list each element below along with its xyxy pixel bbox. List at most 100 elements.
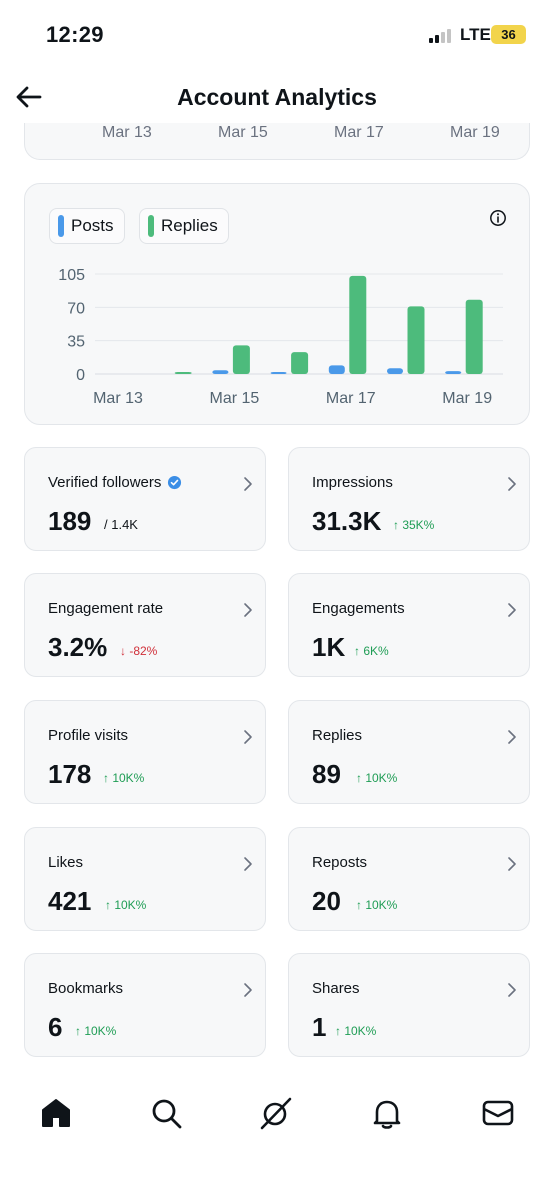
tab-search[interactable] (148, 1095, 184, 1131)
chevron-right-icon (508, 983, 516, 997)
network-label: LTE (460, 25, 491, 44)
y-tick-label: 70 (67, 300, 85, 317)
legend-label: Replies (161, 216, 218, 235)
stat-change: ↑ 10K% (103, 771, 145, 785)
stat-value: 178 (48, 759, 92, 789)
grok-icon (260, 1097, 292, 1130)
legend-replies[interactable]: Replies (139, 208, 229, 244)
stat-card-bookmarks[interactable]: Bookmarks 6 ↑ 10K% (24, 953, 266, 1057)
tab-messages[interactable] (480, 1095, 516, 1131)
stat-change: ↓ -82% (120, 644, 158, 658)
stat-change: ↑ 10K% (356, 898, 398, 912)
header-background (0, 70, 554, 123)
stat-value: 6 (48, 1012, 63, 1042)
top-chart-dates: Mar 13 Mar 15 Mar 17 Mar 19 (24, 124, 530, 144)
stat-label: Profile visits (48, 727, 128, 744)
stat-card-replies[interactable]: Replies 89 ↑ 10K% (288, 700, 530, 804)
tab-home[interactable] (38, 1095, 74, 1131)
stat-label: Likes (48, 854, 83, 871)
chevron-right-icon (508, 730, 516, 744)
bar-replies-mar-17 (349, 275, 367, 374)
search-icon (152, 1099, 182, 1129)
tab-grok[interactable] (258, 1095, 294, 1131)
stat-label-text: Engagements (312, 600, 405, 617)
stat-label-text: Verified followers (48, 474, 162, 491)
signal-icon (429, 29, 455, 43)
stat-label-text: Replies (312, 727, 363, 744)
status-time: 12:29 (46, 22, 104, 47)
stat-label: Bookmarks (48, 980, 123, 997)
tab-notifications[interactable] (369, 1095, 405, 1131)
stat-change: ↑ 10K% (356, 771, 398, 785)
bar-posts-mar-18 (387, 368, 403, 374)
y-tick-label: 0 (76, 367, 85, 384)
legend-posts[interactable]: Posts (49, 208, 125, 244)
stat-label: Engagements (312, 600, 405, 617)
stat-label: Shares (312, 980, 360, 997)
stat-label: Verified followers (48, 474, 182, 491)
chevron-right-icon (508, 477, 516, 491)
stat-change: ↑ 10K% (105, 898, 147, 912)
stat-value: 1 (312, 1012, 327, 1042)
top-date-label: Mar 17 (334, 124, 384, 141)
legend-swatch-posts (58, 215, 64, 237)
page-title: Account Analytics (177, 84, 377, 110)
bottom-tab-bar (0, 1085, 554, 1145)
info-icon[interactable] (489, 209, 507, 227)
bar-replies-mar-14 (174, 372, 192, 374)
bar-posts-mar-15 (212, 370, 229, 374)
stat-value: 189 (48, 506, 92, 536)
battery-icon: 36 (491, 25, 526, 44)
chevron-right-icon (508, 603, 516, 617)
bar-replies-mar-16 (291, 352, 309, 374)
stat-card-shares[interactable]: Shares 1 ↑ 10K% (288, 953, 530, 1057)
stat-value: 1K (312, 632, 346, 662)
stat-card-likes[interactable]: Likes 421 ↑ 10K% (24, 827, 266, 931)
chevron-right-icon (244, 477, 252, 491)
bar-posts-mar-16 (270, 372, 287, 374)
stat-label-text: Impressions (312, 474, 393, 491)
stat-label-text: Shares (312, 980, 360, 997)
top-date-label: Mar 19 (450, 124, 500, 141)
stat-card-impressions[interactable]: Impressions 31.3K ↑ 35K% (288, 447, 530, 551)
status-bar: 12:29 LTE 36 (0, 0, 554, 70)
x-tick-label: Mar 17 (326, 390, 376, 407)
stat-label-text: Likes (48, 854, 84, 871)
bar-posts-mar-19 (445, 371, 462, 374)
stat-card-engagement-rate[interactable]: Engagement rate 3.2% ↓ -82% (24, 573, 266, 677)
stat-card-profile-visits[interactable]: Profile visits 178 ↑ 10K% (24, 700, 266, 804)
stat-total: / 1.4K (104, 517, 138, 532)
stat-change: ↑ 6K% (354, 644, 389, 658)
stat-card-verified-followers[interactable]: Verified followers 189 / 1.4K (24, 447, 266, 551)
x-tick-label: Mar 15 (210, 390, 260, 407)
stat-label-text: Reposts (312, 854, 368, 871)
stat-card-engagements[interactable]: Engagements 1K ↑ 6K% (288, 573, 530, 677)
bar-replies-mar-15 (232, 345, 250, 374)
chart-card: Posts Replies 105 70 35 0 Mar 13 Mar 15 Mar 17… (24, 183, 530, 425)
top-date-label: Mar 13 (102, 124, 152, 141)
y-tick-label: 35 (67, 334, 85, 351)
stat-label-text: Profile visits (48, 727, 129, 744)
stat-value: 31.3K (312, 506, 382, 536)
stat-label-text: Engagement rate (48, 600, 164, 617)
back-button[interactable] (12, 80, 46, 114)
home-icon (42, 1099, 70, 1127)
stat-value: 3.2% (48, 632, 108, 662)
stat-label: Replies (312, 727, 362, 744)
chevron-right-icon (244, 857, 252, 871)
bar-replies-mar-19 (465, 299, 483, 374)
x-tick-label: Mar 19 (442, 390, 492, 407)
chevron-right-icon (508, 857, 516, 871)
stat-label-text: Bookmarks (48, 980, 124, 997)
stat-change: ↑ 10K% (75, 1024, 117, 1038)
top-date-label: Mar 15 (218, 124, 268, 141)
verified-badge-icon (168, 475, 182, 490)
bell-icon (373, 1100, 401, 1129)
stat-label: Reposts (312, 854, 367, 871)
legend-swatch-replies (148, 215, 154, 237)
stat-card-reposts[interactable]: Reposts 20 ↑ 10K% (288, 827, 530, 931)
x-tick-label: Mar 13 (93, 390, 143, 407)
y-tick-label: 105 (58, 267, 85, 284)
header: Account Analytics (0, 70, 554, 128)
stat-value: 20 (312, 886, 341, 916)
